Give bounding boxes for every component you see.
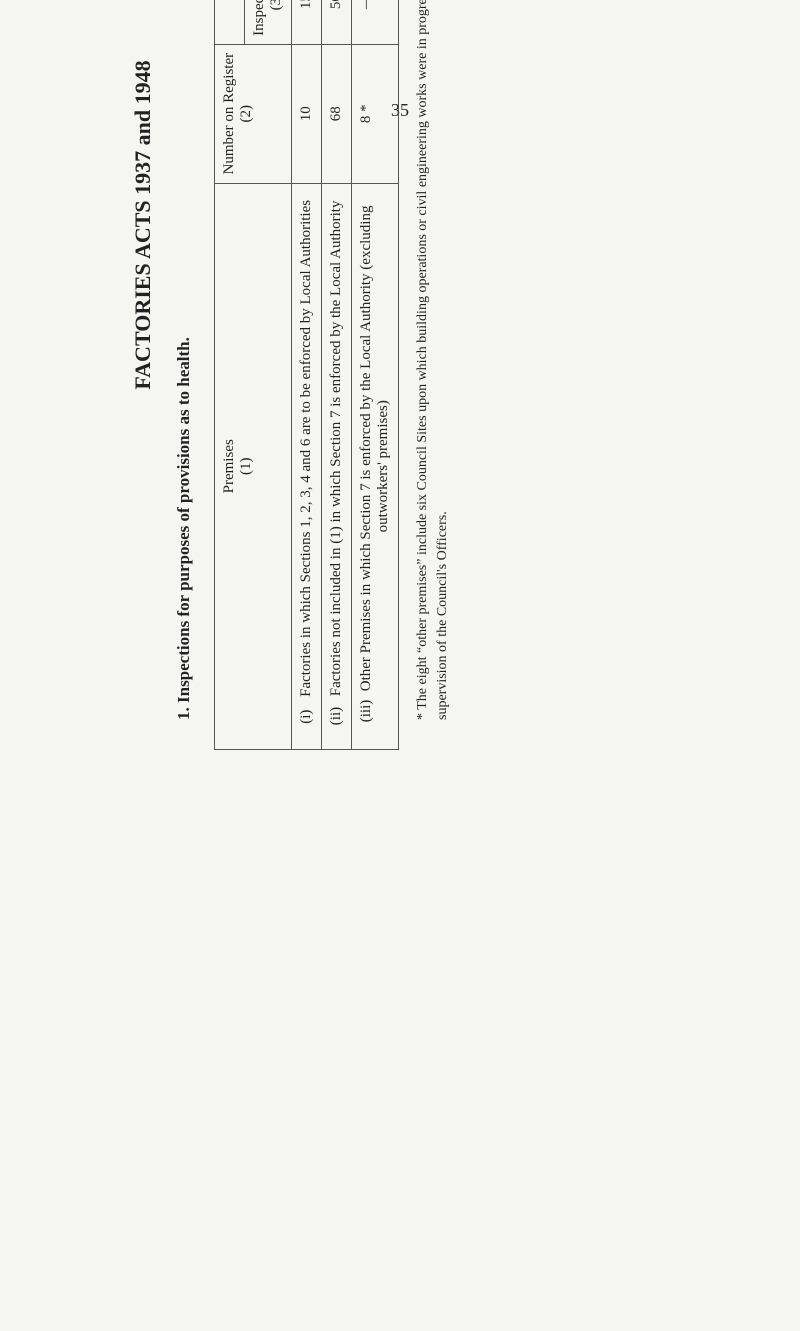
cell-register: 8 * [352,44,399,183]
main-title: FACTORIES ACTS 1937 and 1948 [130,0,156,750]
row-roman: (ii) [328,700,345,732]
table-row: (ii) Factories not included in (1) in wh… [322,0,352,750]
row-desc: Factories in which Sections 1, 2, 3, 4 a… [298,200,314,697]
section-heading: 1. Inspections for purposes of provision… [174,0,194,720]
row-desc: Factories not included in (1) in which S… [328,201,344,697]
col-numberof: Number of [215,0,245,44]
cell-inspections: — [352,0,399,44]
row-roman: (i) [298,701,315,733]
footnote: * The eight “other premises” include six… [413,0,454,720]
table-row: (iii) Other Premises in which Section 7 … [352,0,399,750]
inspections-sub: (3) [268,0,284,10]
premises-sub: (1) [238,458,254,476]
table-row: (i) Factories in which Sections 1, 2, 3,… [292,0,322,750]
col-premises: Premises (1) [215,183,292,749]
cell-register: 10 [292,44,322,183]
premises-label: Premises [221,439,237,493]
cell-inspections: 15 [292,0,322,44]
cell-inspections: 56 [322,0,352,44]
col-register: Number on Register (2) [215,44,292,183]
cell-register: 68 [322,44,352,183]
row-roman: (iii) [358,695,375,727]
register-label: Number on Register [221,53,237,175]
inspections-table: Premises (1) Number on Register (2) Numb… [214,0,399,750]
report-container: FACTORIES ACTS 1937 and 1948 1. Inspecti… [130,0,454,750]
col-inspections: Inspections (3) [245,0,292,44]
row-desc: Other Premises in which Section 7 is enf… [358,206,391,692]
register-sub: (2) [238,105,254,123]
inspections-label: Inspections [251,0,267,36]
